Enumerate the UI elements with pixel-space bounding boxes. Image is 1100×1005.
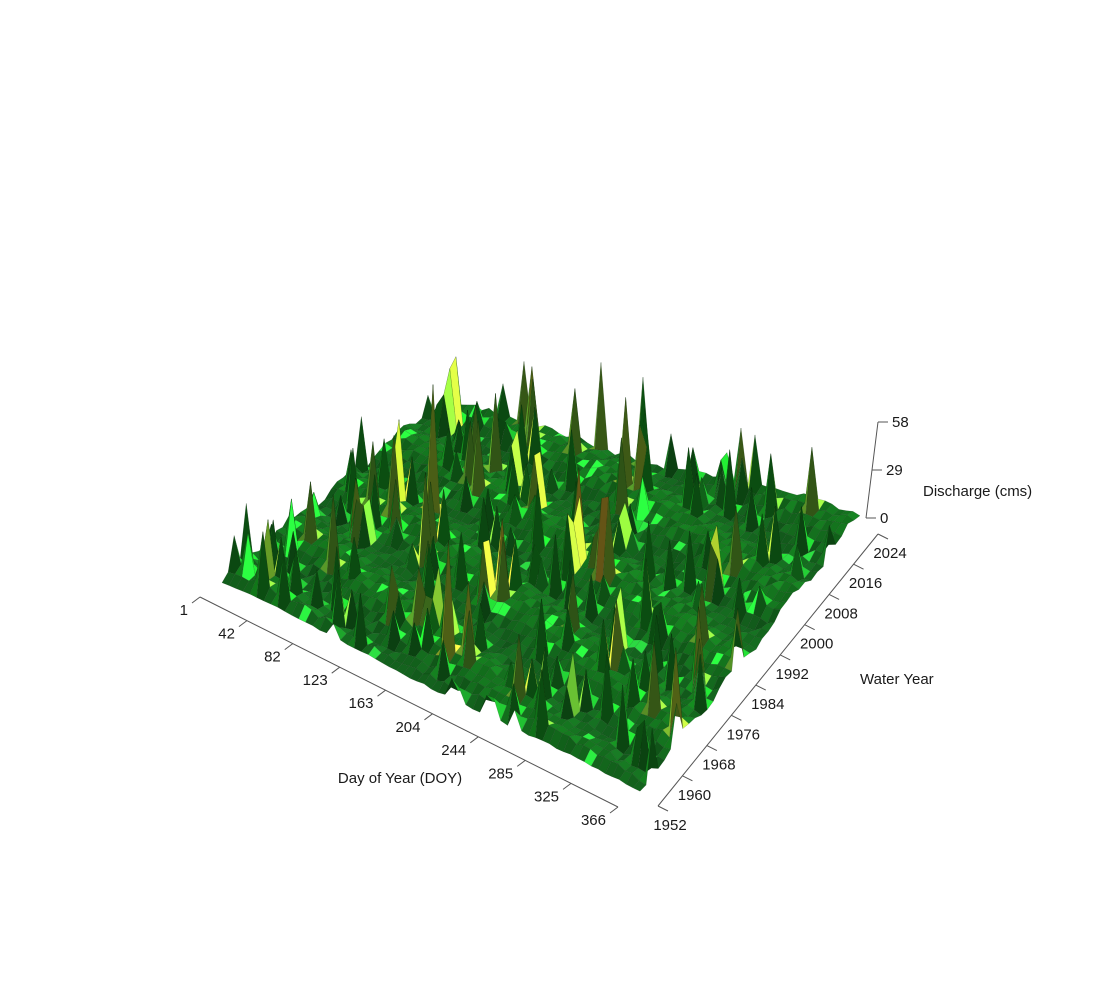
- x-tick-label: 42: [218, 626, 235, 643]
- x-tick-label: 325: [534, 788, 559, 805]
- surface-facet: [767, 608, 781, 624]
- y-tick-label: 1968: [702, 757, 735, 774]
- y-axis-line: [657, 533, 879, 807]
- z-tick-label: 0: [880, 510, 888, 527]
- x-tick-mark: [238, 620, 248, 627]
- x-tick-mark: [284, 643, 294, 651]
- y-tick-mark: [731, 714, 742, 721]
- x-tick-label: 1: [180, 602, 188, 619]
- y-tick-label: 1976: [727, 726, 760, 743]
- x-tick-label: 204: [395, 719, 420, 736]
- x-ticks: 1 42 82 123 163 204 244 285 325 366: [180, 596, 619, 829]
- z-ticks: 0 29 58: [866, 414, 909, 527]
- y-tick-mark: [853, 563, 864, 570]
- z-axis-title: Discharge (cms): [923, 483, 1032, 500]
- x-tick-mark: [191, 596, 201, 604]
- surface-facet: [834, 522, 849, 537]
- y-tick-mark: [657, 805, 669, 812]
- surface-layer: [221, 356, 861, 792]
- x-tick-label: 82: [264, 649, 281, 666]
- y-tick-label: 2024: [873, 545, 906, 562]
- surface-facet: [354, 416, 369, 474]
- surface-facet: [760, 621, 775, 632]
- x-tick-mark: [377, 689, 386, 697]
- surface-facet: [675, 647, 690, 729]
- x-tick-mark: [609, 806, 619, 814]
- surface-facet: [785, 583, 800, 594]
- surface-facet: [791, 580, 806, 590]
- z-tick-label: 58: [892, 414, 909, 431]
- surface-facet: [657, 747, 671, 761]
- x-tick-label: 366: [581, 812, 606, 829]
- x-tick-mark: [469, 736, 479, 744]
- surface-facet: [594, 362, 609, 451]
- surface-facet: [840, 514, 855, 524]
- y-tick-mark: [779, 654, 791, 661]
- y-axis-title: Water Year: [860, 671, 934, 688]
- x-axis-line: [199, 596, 619, 808]
- x-tick-mark: [562, 783, 572, 790]
- y-tick-mark: [706, 745, 718, 752]
- x-tick-label: 285: [488, 765, 513, 782]
- x-tick-mark: [424, 713, 433, 721]
- y-tick-label: 2016: [849, 575, 882, 592]
- y-tick-mark: [828, 593, 840, 600]
- z-tick-label: 29: [886, 462, 903, 479]
- surface-facet: [742, 643, 757, 654]
- surface-facet: [748, 636, 763, 650]
- x-axis: 1 42 82 123 163 204 244 285 325 366 Day of Year (…: [180, 596, 619, 829]
- x-tick-mark: [331, 666, 341, 674]
- surface-facet: [816, 525, 830, 567]
- x-tick-label: 163: [348, 695, 373, 712]
- z-axis: 0 29 58 Discharge (cms): [865, 414, 1032, 527]
- y-tick-mark: [804, 624, 815, 631]
- surface-facet: [693, 654, 708, 716]
- surface-facet: [809, 563, 824, 573]
- y-tick-mark: [877, 533, 889, 540]
- y-tick-mark: [682, 775, 693, 782]
- x-axis-title: Day of Year (DOY): [338, 770, 462, 787]
- surface-facet: [754, 627, 769, 639]
- y-tick-label: 1984: [751, 696, 784, 713]
- surface-facet: [718, 667, 733, 678]
- surface-facet: [700, 654, 714, 711]
- y-tick-label: 1992: [776, 666, 809, 683]
- y-tick-label: 1960: [678, 787, 711, 804]
- y-tick-mark: [755, 684, 767, 691]
- y-axis: 1952 1960 1968 1976 1984 1992 2000 2008 2016 2024…: [653, 533, 934, 834]
- y-ticks: 1952 1960 1968 1976 1984 1992 2000 2008 2016 2024: [653, 533, 907, 834]
- surface-facet: [638, 728, 653, 786]
- y-tick-label: 1952: [653, 817, 686, 834]
- x-tick-label: 244: [441, 742, 466, 759]
- surface-facet: [632, 780, 647, 792]
- x-tick-mark: [516, 759, 526, 767]
- x-tick-label: 123: [303, 672, 328, 689]
- y-tick-label: 2008: [824, 605, 857, 622]
- y-tick-label: 2000: [800, 636, 833, 653]
